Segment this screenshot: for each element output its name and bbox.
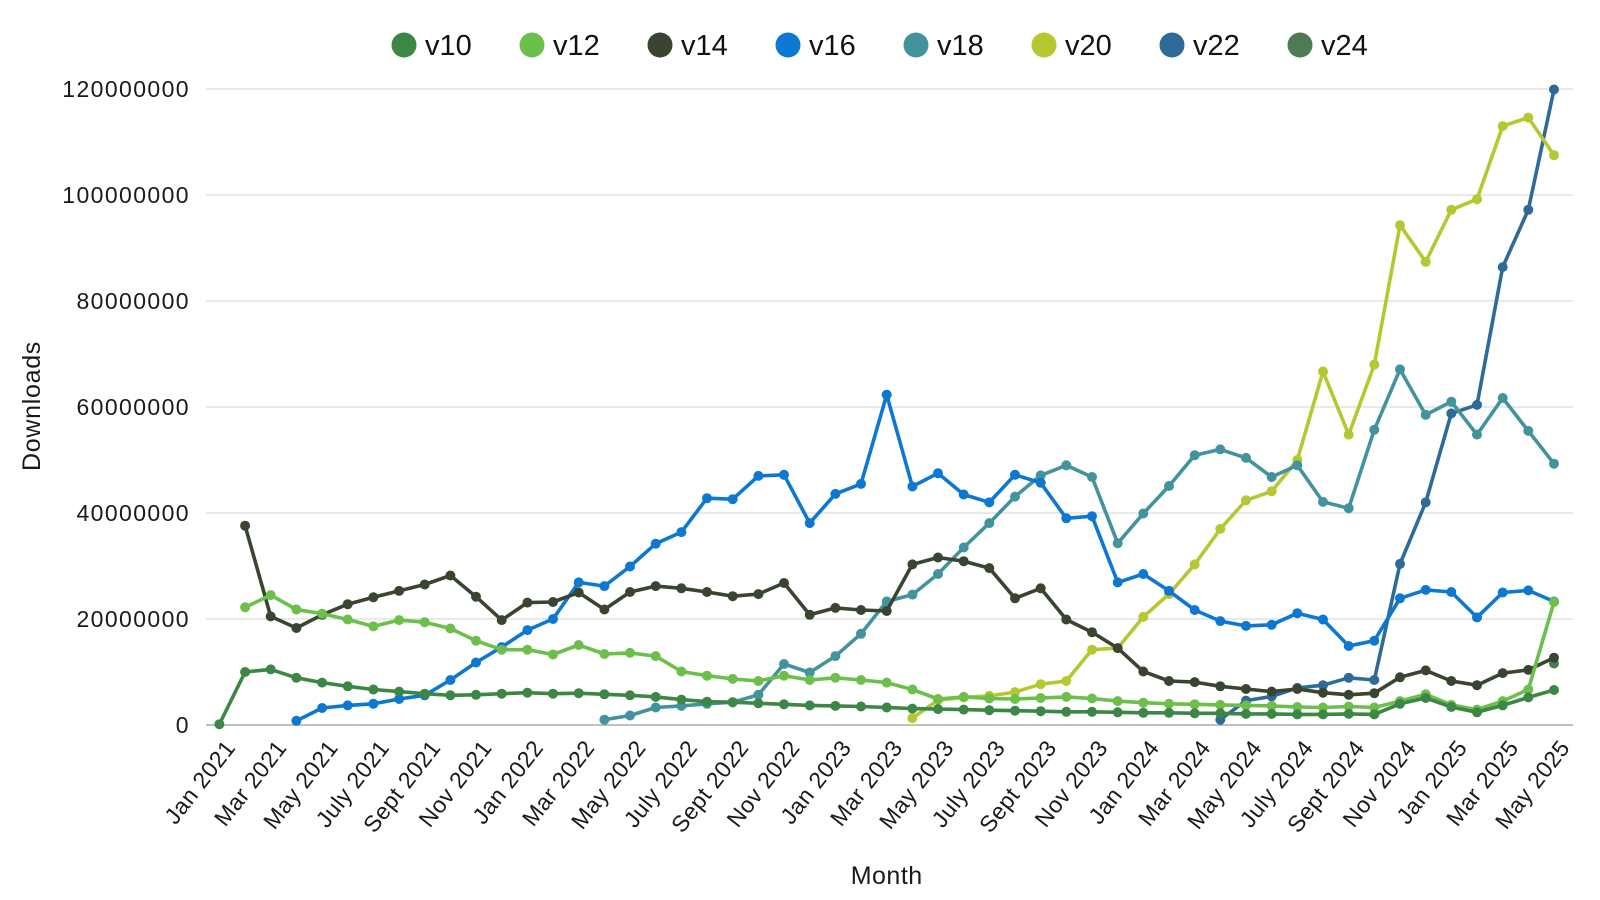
svg-text:120000000: 120000000	[62, 76, 190, 102]
svg-text:60000000: 60000000	[76, 394, 190, 420]
svg-text:80000000: 80000000	[76, 288, 190, 314]
svg-text:v22: v22	[1193, 30, 1240, 62]
svg-text:Downloads: Downloads	[18, 341, 46, 471]
svg-text:0: 0	[176, 712, 190, 738]
svg-text:v16: v16	[809, 30, 856, 62]
svg-text:v20: v20	[1065, 30, 1112, 62]
svg-text:40000000: 40000000	[76, 500, 190, 526]
svg-text:v14: v14	[681, 30, 728, 62]
svg-text:Month: Month	[851, 862, 923, 890]
svg-text:v10: v10	[425, 30, 472, 62]
svg-text:v18: v18	[937, 30, 984, 62]
svg-text:v12: v12	[553, 30, 600, 62]
svg-text:20000000: 20000000	[76, 606, 190, 632]
svg-text:v24: v24	[1321, 30, 1368, 62]
svg-text:100000000: 100000000	[62, 182, 190, 208]
